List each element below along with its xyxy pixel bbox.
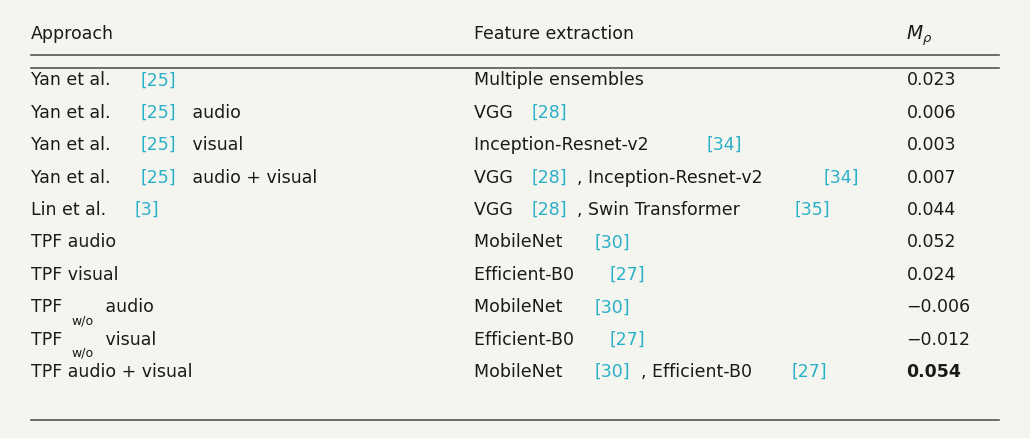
- Text: VGG: VGG: [474, 169, 518, 187]
- Text: TPF visual: TPF visual: [31, 266, 118, 284]
- Text: Approach: Approach: [31, 25, 114, 43]
- Text: , Inception-Resnet-v2: , Inception-Resnet-v2: [577, 169, 768, 187]
- Text: −0.012: −0.012: [906, 331, 970, 349]
- Text: VGG: VGG: [474, 201, 518, 219]
- Text: [28]: [28]: [531, 201, 566, 219]
- Text: [27]: [27]: [610, 266, 646, 284]
- Text: 0.007: 0.007: [906, 169, 956, 187]
- Text: [30]: [30]: [595, 298, 630, 316]
- Text: TPF: TPF: [31, 331, 62, 349]
- Text: , Efficient-B0: , Efficient-B0: [641, 363, 757, 381]
- Text: MobileNet: MobileNet: [474, 298, 568, 316]
- Text: w/o: w/o: [71, 347, 94, 360]
- Text: 0.003: 0.003: [906, 136, 956, 154]
- Text: TPF audio: TPF audio: [31, 233, 116, 251]
- Text: 0.052: 0.052: [906, 233, 956, 251]
- Text: [28]: [28]: [531, 104, 566, 122]
- Text: Multiple ensembles: Multiple ensembles: [474, 71, 644, 89]
- Text: [25]: [25]: [140, 104, 176, 122]
- Text: audio: audio: [186, 104, 240, 122]
- Text: Yan et al.: Yan et al.: [31, 169, 116, 187]
- Text: MobileNet: MobileNet: [474, 233, 568, 251]
- Text: audio + visual: audio + visual: [186, 169, 317, 187]
- Text: 0.024: 0.024: [906, 266, 956, 284]
- Text: −0.006: −0.006: [906, 298, 970, 316]
- Text: [30]: [30]: [595, 363, 630, 381]
- Text: Lin et al.: Lin et al.: [31, 201, 111, 219]
- Text: [3]: [3]: [135, 201, 160, 219]
- Text: w/o: w/o: [71, 314, 94, 328]
- Text: [27]: [27]: [610, 331, 646, 349]
- Text: TPF: TPF: [31, 298, 62, 316]
- Text: audio: audio: [100, 298, 153, 316]
- Text: visual: visual: [186, 136, 243, 154]
- Text: Efficient-B0: Efficient-B0: [474, 331, 579, 349]
- Text: Yan et al.: Yan et al.: [31, 104, 116, 122]
- Text: visual: visual: [100, 331, 156, 349]
- Text: [28]: [28]: [531, 169, 566, 187]
- Text: 0.023: 0.023: [906, 71, 956, 89]
- Text: $M_{\rho}$: $M_{\rho}$: [906, 23, 933, 48]
- Text: [25]: [25]: [140, 136, 176, 154]
- Text: [35]: [35]: [794, 201, 830, 219]
- Text: 0.006: 0.006: [906, 104, 956, 122]
- Text: TPF audio + visual: TPF audio + visual: [31, 363, 193, 381]
- Text: Yan et al.: Yan et al.: [31, 136, 116, 154]
- Text: Yan et al.: Yan et al.: [31, 71, 116, 89]
- Text: [25]: [25]: [140, 71, 176, 89]
- Text: VGG: VGG: [474, 104, 518, 122]
- Text: , Swin Transformer: , Swin Transformer: [577, 201, 746, 219]
- Text: Efficient-B0: Efficient-B0: [474, 266, 579, 284]
- Text: [27]: [27]: [791, 363, 827, 381]
- Text: MobileNet: MobileNet: [474, 363, 568, 381]
- Text: Inception-Resnet-v2: Inception-Resnet-v2: [474, 136, 654, 154]
- Text: [25]: [25]: [140, 169, 176, 187]
- Text: [34]: [34]: [824, 169, 859, 187]
- Text: 0.054: 0.054: [906, 363, 961, 381]
- Text: Feature extraction: Feature extraction: [474, 25, 633, 43]
- Text: [34]: [34]: [707, 136, 742, 154]
- Text: [30]: [30]: [595, 233, 630, 251]
- Text: 0.044: 0.044: [906, 201, 956, 219]
